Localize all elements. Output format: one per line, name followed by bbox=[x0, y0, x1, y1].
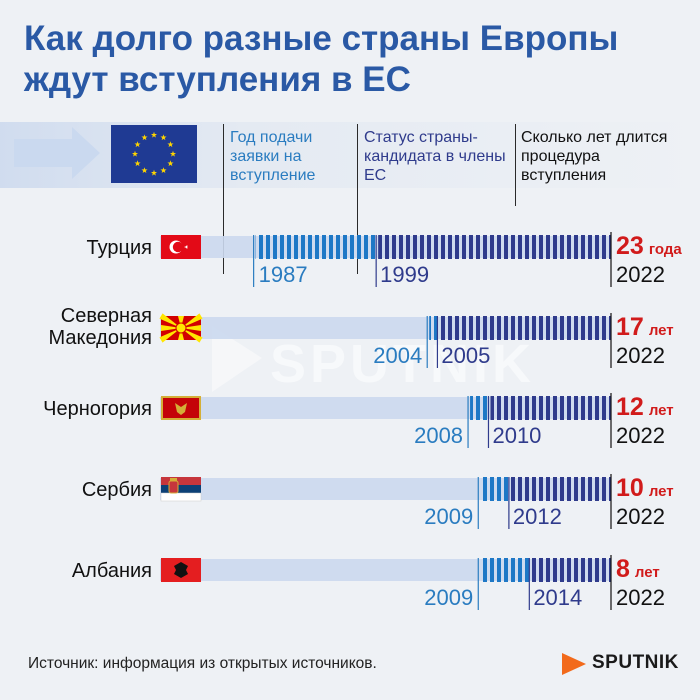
duration-label: 17 лет bbox=[616, 313, 674, 341]
sputnik-logo-icon bbox=[562, 653, 586, 675]
end-year-label: 2022 bbox=[616, 423, 665, 448]
column-header-duration: Сколько лет длится процедура вступления bbox=[521, 129, 668, 184]
country-name: Турция bbox=[87, 237, 152, 259]
bar-application bbox=[255, 235, 377, 259]
eu-star bbox=[150, 131, 158, 138]
albania-flag-icon bbox=[161, 558, 201, 582]
application-year-label: 2004 bbox=[373, 343, 422, 368]
eu-star bbox=[167, 141, 174, 148]
bar-application bbox=[470, 396, 489, 420]
bar-candidate bbox=[490, 396, 611, 420]
country-name: Албания bbox=[72, 560, 152, 582]
candidate-year-label: 2005 bbox=[441, 343, 490, 368]
application-year-label: 2009 bbox=[424, 585, 473, 610]
divider-duration bbox=[515, 124, 516, 206]
candidate-year-label: 2014 bbox=[533, 585, 582, 610]
column-header-application: Год подачи заявки на вступление bbox=[230, 129, 316, 184]
eu-star bbox=[134, 160, 141, 167]
turkey-flag-icon bbox=[161, 235, 201, 259]
page-title: Как долго разные страны Европы ждут всту… bbox=[24, 18, 684, 100]
bar-candidate bbox=[510, 477, 611, 501]
end-year-label: 2022 bbox=[616, 343, 665, 368]
bar-candidate bbox=[378, 235, 611, 259]
divider-candidate bbox=[357, 124, 358, 274]
end-year-label: 2022 bbox=[616, 262, 665, 287]
duration-label: 8 лет bbox=[616, 555, 660, 583]
eu-star bbox=[134, 141, 141, 148]
duration-label: 23 года bbox=[616, 232, 682, 260]
duration-label: 10 лет bbox=[616, 474, 674, 502]
eu-star bbox=[150, 169, 158, 176]
bar-application bbox=[480, 477, 509, 501]
country-name: Сербия bbox=[82, 479, 152, 501]
title-line-1: Как долго разные страны Европы bbox=[24, 19, 619, 58]
eu-star bbox=[141, 167, 148, 174]
montenegro-flag-icon bbox=[161, 396, 201, 420]
title-line-2: ждут вступления в ЕС bbox=[24, 60, 411, 99]
country-name: Черногория bbox=[43, 398, 152, 420]
sputnik-logo: SPUTNIK bbox=[560, 649, 690, 679]
country-name: Северная bbox=[61, 305, 152, 327]
divider-application bbox=[223, 124, 224, 274]
sputnik-logo-text: SPUTNIK bbox=[592, 652, 679, 673]
eu-star bbox=[131, 150, 139, 157]
application-year-label: 2008 bbox=[414, 423, 463, 448]
serbia-flag-icon bbox=[160, 477, 202, 502]
application-year-label: 2009 bbox=[424, 504, 473, 529]
bar-application bbox=[480, 558, 530, 582]
source-note: Источник: информация из открытых источни… bbox=[28, 655, 377, 672]
end-year-label: 2022 bbox=[616, 585, 665, 610]
eu-flag-icon bbox=[111, 125, 197, 183]
eu-star bbox=[141, 134, 148, 141]
eu-star bbox=[160, 134, 167, 141]
candidate-year-label: 2010 bbox=[492, 423, 541, 448]
watermark-text: SPUTNIK bbox=[270, 334, 535, 394]
eu-star bbox=[160, 167, 167, 174]
end-year-label: 2022 bbox=[616, 504, 665, 529]
bar-application bbox=[429, 316, 438, 340]
application-year-label: 1987 bbox=[259, 262, 308, 287]
candidate-year-label: 2012 bbox=[513, 504, 562, 529]
eu-star bbox=[169, 150, 177, 157]
sputnik-watermark-icon bbox=[212, 326, 262, 392]
bar-candidate bbox=[439, 316, 611, 340]
column-header-candidate: Статус страны-кандидата в члены ЕС bbox=[364, 129, 506, 184]
bar-candidate bbox=[531, 558, 611, 582]
eu-star bbox=[167, 160, 174, 167]
candidate-year-label: 1999 bbox=[380, 262, 429, 287]
duration-label: 12 лет bbox=[616, 393, 674, 421]
north-macedonia-flag-icon bbox=[159, 313, 203, 343]
country-name: Македония bbox=[48, 327, 152, 349]
arrow-icon bbox=[14, 127, 100, 179]
